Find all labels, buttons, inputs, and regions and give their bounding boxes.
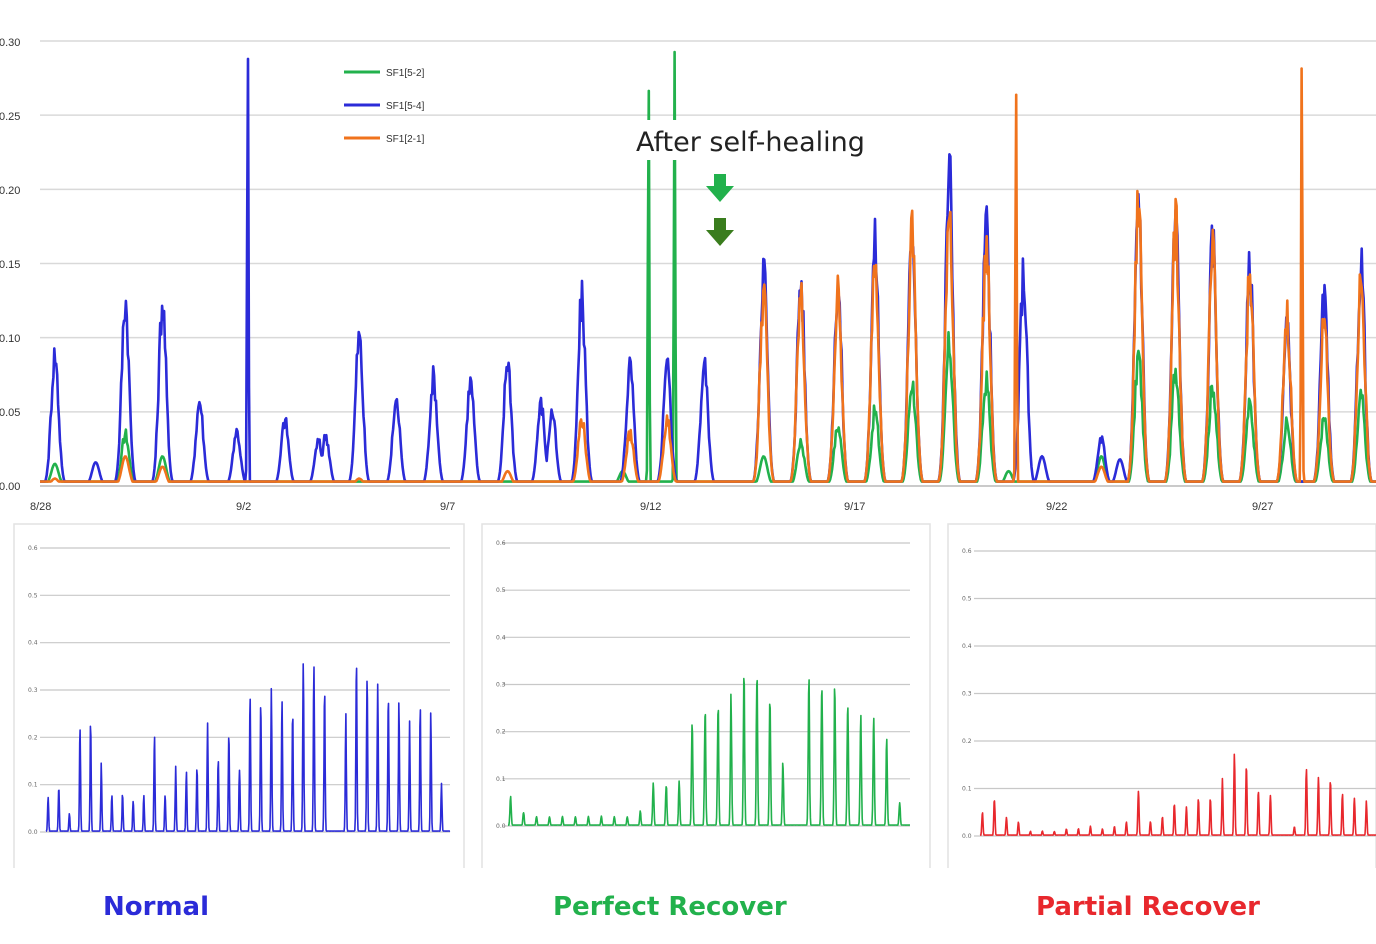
small-chart-perfect-recover: 0.6 0.5 0.4 0.3 0.2 0.1 0.0 (481, 523, 931, 868)
small-y-tick-label: 0.2 (962, 738, 972, 745)
small-y-tick-label: 0.5 (28, 592, 38, 599)
arrow-down-icon (706, 174, 734, 202)
y-tick-label: 0.15 (0, 259, 20, 271)
x-tick-label: 9/27 (1252, 501, 1273, 513)
small-y-tick-label: 0.6 (496, 540, 506, 547)
chart-legend: SF1[5-2] SF1[5-4] SF1[2-1] (344, 68, 425, 145)
small-y-tick-label: 0.3 (28, 687, 38, 694)
y-tick-label: 0.30 (0, 37, 20, 49)
small-y-tick-label: 0.1 (496, 776, 506, 783)
y-tick-label: 0.25 (0, 111, 20, 123)
main-gridlines (40, 40, 1376, 487)
small-y-tick-label: 0.0 (962, 833, 972, 840)
arrow-down-icon (706, 218, 734, 246)
x-tick-label: 8/28 (30, 501, 51, 513)
small-y-tick-label: 0.5 (496, 587, 506, 594)
small-chart-partial-recover: 0.6 0.5 0.4 0.3 0.2 0.1 0.0 (947, 523, 1376, 868)
y-tick-label: 0.10 (0, 333, 20, 345)
x-tick-label: 9/17 (844, 501, 865, 513)
x-tick-label: 9/22 (1046, 501, 1067, 513)
annotation-text: After self-healing (636, 127, 865, 158)
small-y-tick-label: 0.5 (962, 596, 972, 603)
main-series-lines (39, 50, 1376, 483)
small-y-tick-label: 0.2 (28, 734, 38, 741)
x-tick-label: 9/2 (236, 501, 251, 513)
legend-label: SF1[5-4] (386, 101, 425, 112)
main-chart: 0.30 0.25 0.20 0.15 0.10 0.05 0.00 8/28 … (0, 37, 1376, 513)
caption-partial-recover: Partial Recover (1036, 892, 1260, 922)
small-y-tick-label: 0.1 (28, 782, 38, 789)
caption-normal: Normal (103, 892, 209, 922)
y-tick-label: 0.20 (0, 185, 20, 197)
y-tick-label: 0.05 (0, 407, 20, 419)
small-y-tick-label: 0.6 (962, 548, 972, 555)
series-line-sf1-2-1 (39, 67, 1376, 483)
small-y-tick-label: 0.4 (496, 634, 506, 641)
small-series-line (507, 677, 911, 826)
small-y-tick-label: 0.4 (28, 640, 38, 647)
main-x-tick-labels: 8/28 9/2 9/7 9/12 9/17 9/22 9/27 (30, 501, 1273, 513)
annotation-backdrop (606, 120, 888, 160)
small-chart-frame (947, 523, 1376, 868)
y-tick-label: 0.00 (0, 481, 20, 493)
small-y-tick-label: 0.3 (496, 682, 506, 689)
small-chart-frame (481, 523, 931, 868)
small-y-tick-label: 0.4 (962, 643, 972, 650)
x-tick-label: 9/7 (440, 501, 455, 513)
caption-perfect-recover: Perfect Recover (553, 892, 787, 922)
small-y-tick-label: 0.2 (496, 729, 506, 736)
legend-label: SF1[5-2] (386, 68, 425, 79)
small-series-line (979, 753, 1376, 836)
legend-label: SF1[2-1] (386, 134, 425, 145)
small-y-tick-label: 0.3 (962, 691, 972, 698)
small-y-tick-label: 0.6 (28, 545, 38, 552)
small-y-tick-label: 0.1 (962, 786, 972, 793)
small-chart-normal: 0.6 0.5 0.4 0.3 0.2 0.1 0.0 (13, 523, 465, 868)
small-chart-frame (13, 523, 465, 868)
x-tick-label: 9/12 (640, 501, 661, 513)
small-y-tick-label: 0.0 (28, 829, 38, 836)
annotation-arrows (706, 174, 734, 246)
small-series-line (45, 663, 451, 832)
main-y-tick-labels: 0.30 0.25 0.20 0.15 0.10 0.05 0.00 (0, 37, 20, 493)
small-y-tick-label: 0.0 (496, 823, 506, 830)
